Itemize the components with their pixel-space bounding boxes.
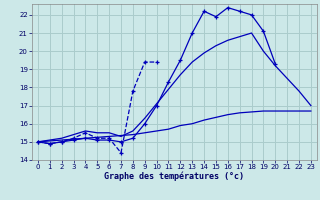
X-axis label: Graphe des températures (°c): Graphe des températures (°c)	[104, 172, 244, 181]
